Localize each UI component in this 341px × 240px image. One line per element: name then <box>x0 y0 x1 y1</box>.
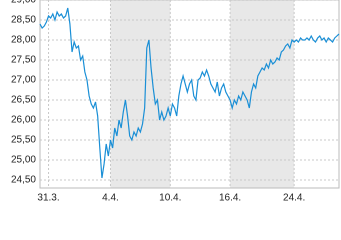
price-line <box>39 7 340 179</box>
x-tick-label: 16.4. <box>219 193 241 204</box>
y-tick-label: 24,50 <box>11 175 36 186</box>
y-tick-label: 28,50 <box>11 15 36 26</box>
y-tick-label: 27,00 <box>11 75 36 86</box>
y-tick-label: 26,50 <box>11 95 36 106</box>
plot-frame <box>39 0 340 189</box>
y-tick-label: 25,50 <box>11 135 36 146</box>
chart: 24,50 25,00 25,50 26,00 26,50 27,00 27,50 28,00… <box>11 0 340 204</box>
y-tick-label: 25,00 <box>11 155 36 166</box>
band <box>230 0 295 188</box>
y-tick-label: 27,50 <box>11 55 36 66</box>
y-tick-label: 29,00 <box>11 0 36 6</box>
band <box>110 0 171 188</box>
x-tick-label: 31.3. <box>37 193 59 204</box>
x-tick-label: 4.4. <box>102 193 119 204</box>
x-tick-label: 10.4. <box>159 193 181 204</box>
y-tick-label: 28,00 <box>11 35 36 46</box>
page: 24,50 25,00 25,50 26,00 26,50 27,00 27,50 28,00… <box>10 0 340 204</box>
y-tick-label: 26,00 <box>11 115 36 126</box>
x-tick-label: 24.4. <box>283 193 305 204</box>
